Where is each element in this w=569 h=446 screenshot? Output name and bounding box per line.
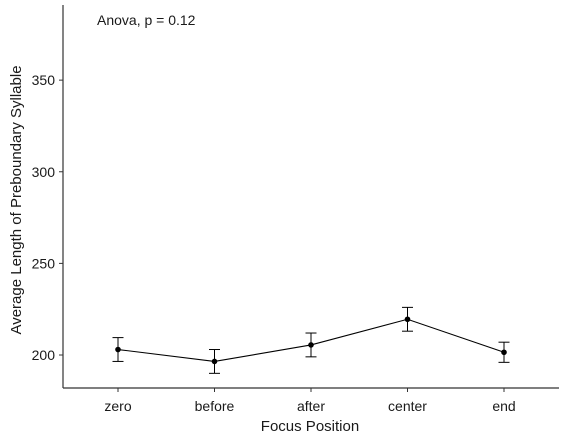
axes [62,5,559,389]
data-point [211,358,218,365]
y-tick-label: 200 [32,347,56,363]
data-point [308,342,314,348]
data-point [501,349,507,356]
data-point [404,316,411,323]
series [112,306,510,374]
x-tick-label: end [492,398,515,414]
x-tick-label: zero [104,398,131,414]
x-tick-label: center [388,398,427,414]
y-tick-label: 350 [32,72,56,88]
y-tick-label: 300 [32,164,56,180]
ticks: 200 250 300 350 zero before after center end [32,72,516,414]
y-tick-label: 250 [32,255,56,271]
data-point [115,346,121,353]
x-tick-label: before [195,398,235,414]
anova-annotation: Anova, p = 0.12 [97,12,196,28]
x-tick-label: after [297,398,325,414]
x-axis-label: Focus Position [261,418,359,435]
y-axis-label: Average Length of Preboundary Syllable [8,65,25,334]
